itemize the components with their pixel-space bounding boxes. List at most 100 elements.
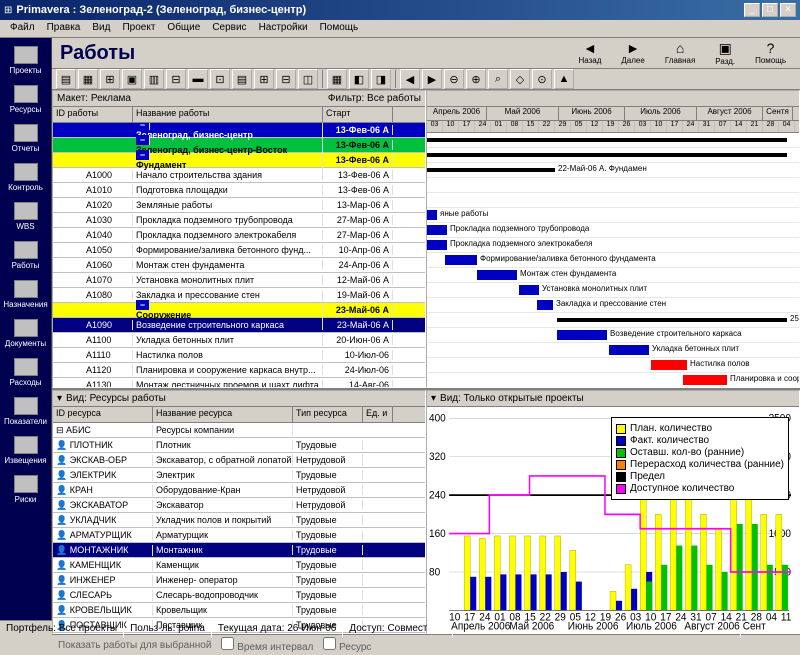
- resource-row[interactable]: 👤 ПЛОТНИКПлотникТрудовые: [53, 438, 425, 453]
- gantt-bar[interactable]: [651, 360, 687, 370]
- toolbar-button[interactable]: ⊕: [466, 69, 486, 89]
- resource-checkbox[interactable]: Ресурс: [323, 637, 371, 653]
- toolbar-button[interactable]: ◧: [349, 69, 369, 89]
- toolbar-button[interactable]: ▦: [78, 69, 98, 89]
- sidebar-item-Назначения[interactable]: Назначения: [2, 276, 49, 313]
- task-row[interactable]: A1000 Начало строительства здания13-Фев-…: [53, 168, 425, 183]
- header-btn-Разд.[interactable]: ▣Разд.: [709, 38, 741, 68]
- column-header[interactable]: Ед. и: [363, 407, 393, 422]
- task-row[interactable]: A1100 Укладка бетонных плит20-Июн-06 A: [53, 333, 425, 348]
- gantt-bar[interactable]: [427, 138, 787, 142]
- menu-Вид[interactable]: Вид: [86, 20, 116, 37]
- resource-row[interactable]: 👤 КРОВЕЛЬЩИККровельщикТрудовые: [53, 603, 425, 618]
- gantt-bar[interactable]: [557, 330, 607, 340]
- resource-row[interactable]: 👤 МОНТАЖНИКМонтажникТрудовые: [53, 543, 425, 558]
- toolbar-button[interactable]: ⊞: [254, 69, 274, 89]
- toolbar-button[interactable]: ▤: [56, 69, 76, 89]
- menu-Общие[interactable]: Общие: [161, 20, 206, 37]
- sidebar-item-Показатели[interactable]: Показатели: [2, 393, 49, 430]
- sidebar-item-Работы[interactable]: Работы: [2, 237, 49, 274]
- menu-Помощь[interactable]: Помощь: [314, 20, 365, 37]
- menu-Правка[interactable]: Правка: [41, 20, 87, 37]
- toolbar-button[interactable]: ◨: [371, 69, 391, 89]
- toolbar-button[interactable]: ◇: [510, 69, 530, 89]
- minimize-button[interactable]: _: [744, 3, 760, 17]
- expand-icon[interactable]: ▾: [57, 393, 62, 404]
- sidebar-item-Отчеты[interactable]: Отчеты: [2, 120, 49, 157]
- sidebar-item-Расходы[interactable]: Расходы: [2, 354, 49, 391]
- sidebar-item-Контроль[interactable]: Контроль: [2, 159, 49, 196]
- expand-icon[interactable]: −: [136, 150, 150, 160]
- toolbar-button[interactable]: ◀: [400, 69, 420, 89]
- resource-row[interactable]: 👤 СЛЕСАРЬСлесарь-водопроводчикТрудовые: [53, 588, 425, 603]
- toolbar-button[interactable]: ▤: [232, 69, 252, 89]
- gantt-bar[interactable]: [427, 153, 787, 157]
- gantt-bar[interactable]: [537, 300, 553, 310]
- gantt-bar[interactable]: [427, 225, 447, 235]
- interval-checkbox[interactable]: Время интервал: [221, 637, 313, 653]
- resource-row[interactable]: 👤 ЭЛЕКТРИКЭлектрикТрудовые: [53, 468, 425, 483]
- resource-row[interactable]: 👤 УКЛАДЧИКУкладчик полов и покрытийТрудо…: [53, 513, 425, 528]
- toolbar-button[interactable]: ▶: [422, 69, 442, 89]
- expand-icon[interactable]: −: [136, 135, 150, 145]
- expand-icon[interactable]: ▾: [431, 393, 436, 404]
- resource-row[interactable]: 👤 ИНЖЕНЕРИнженер- операторТрудовые: [53, 573, 425, 588]
- header-btn-Далее[interactable]: ►Далее: [615, 38, 650, 68]
- sidebar-item-WBS[interactable]: WBS: [2, 198, 49, 235]
- resource-row[interactable]: 👤 АРМАТУРЩИКАрматурщикТрудовые: [53, 528, 425, 543]
- menu-Настройки[interactable]: Настройки: [253, 20, 314, 37]
- toolbar-button[interactable]: ▬: [188, 69, 208, 89]
- sidebar-item-Ресурсы[interactable]: Ресурсы: [2, 81, 49, 118]
- toolbar-button[interactable]: ⊟: [276, 69, 296, 89]
- toolbar-button[interactable]: ⌕: [488, 69, 508, 89]
- resource-row[interactable]: 👤 ЭКСКАВ-ОБРЭкскаватор, с обратной лопат…: [53, 453, 425, 468]
- sidebar-item-Извещения[interactable]: Извещения: [2, 432, 49, 469]
- resource-row[interactable]: ⊟ АБИСРесурсы компании: [53, 423, 425, 438]
- group-row[interactable]: − Фундамент13-Фев-06 A: [53, 153, 425, 168]
- gantt-bar[interactable]: [519, 285, 539, 295]
- header-btn-Помощь[interactable]: ?Помощь: [749, 38, 792, 68]
- task-row[interactable]: A1130 Монтаж лестничных проемов и шахт л…: [53, 378, 425, 387]
- menu-Проект[interactable]: Проект: [116, 20, 161, 37]
- sidebar-item-Риски[interactable]: Риски: [2, 471, 49, 508]
- gantt-bar[interactable]: [683, 375, 727, 385]
- task-row[interactable]: A1060 Монтаж стен фундамента24-Апр-06 A: [53, 258, 425, 273]
- resource-row[interactable]: 👤 КАМЕНЩИККаменщикТрудовые: [53, 558, 425, 573]
- toolbar-button[interactable]: ◫: [298, 69, 318, 89]
- gantt-bar[interactable]: [477, 270, 517, 280]
- toolbar-button[interactable]: ▦: [327, 69, 347, 89]
- column-header[interactable]: Старт: [323, 107, 393, 122]
- toolbar-button[interactable]: ▥: [144, 69, 164, 89]
- close-button[interactable]: ×: [780, 3, 796, 17]
- resource-row[interactable]: 👤 ЭКСКАВАТОРЭкскаваторНетрудовой: [53, 498, 425, 513]
- gantt-bar[interactable]: [557, 318, 787, 322]
- sidebar-item-Документы[interactable]: Документы: [2, 315, 49, 352]
- task-row[interactable]: A1020 Земляные работы13-Мар-06 A: [53, 198, 425, 213]
- expand-icon[interactable]: −: [136, 123, 150, 130]
- menu-Файл[interactable]: Файл: [4, 20, 41, 37]
- toolbar-button[interactable]: ▣: [122, 69, 142, 89]
- column-header[interactable]: Название работы: [133, 107, 323, 122]
- task-row[interactable]: A1070 Установка монолитных плит12-Май-06…: [53, 273, 425, 288]
- gantt-bar[interactable]: [427, 168, 555, 172]
- task-row[interactable]: A1050 Формирование/заливка бетонного фун…: [53, 243, 425, 258]
- task-row[interactable]: A1110 Настилка полов10-Июл-06: [53, 348, 425, 363]
- gantt-bar[interactable]: [427, 210, 437, 220]
- column-header[interactable]: ID работы: [53, 107, 133, 122]
- column-header[interactable]: ID ресурса: [53, 407, 153, 422]
- menu-Сервис[interactable]: Сервис: [206, 20, 252, 37]
- task-row[interactable]: A1040 Прокладка подземного электрокабеля…: [53, 228, 425, 243]
- toolbar-button[interactable]: ▲: [554, 69, 574, 89]
- expand-icon[interactable]: −: [136, 300, 150, 310]
- gantt-bar[interactable]: [609, 345, 649, 355]
- sidebar-item-Проекты[interactable]: Проекты: [2, 42, 49, 79]
- group-row[interactable]: − Сооружение23-Май-06 A: [53, 303, 425, 318]
- maximize-button[interactable]: □: [762, 3, 778, 17]
- task-row[interactable]: A1090 Возведение строительного каркаса23…: [53, 318, 425, 333]
- resource-row[interactable]: 👤 КРАНОборудование-КранНетрудовой: [53, 483, 425, 498]
- toolbar-button[interactable]: ⊡: [210, 69, 230, 89]
- toolbar-button[interactable]: ⊞: [100, 69, 120, 89]
- column-header[interactable]: Название ресурса: [153, 407, 293, 422]
- header-btn-Главная[interactable]: ⌂Главная: [659, 38, 701, 68]
- toolbar-button[interactable]: ⊟: [166, 69, 186, 89]
